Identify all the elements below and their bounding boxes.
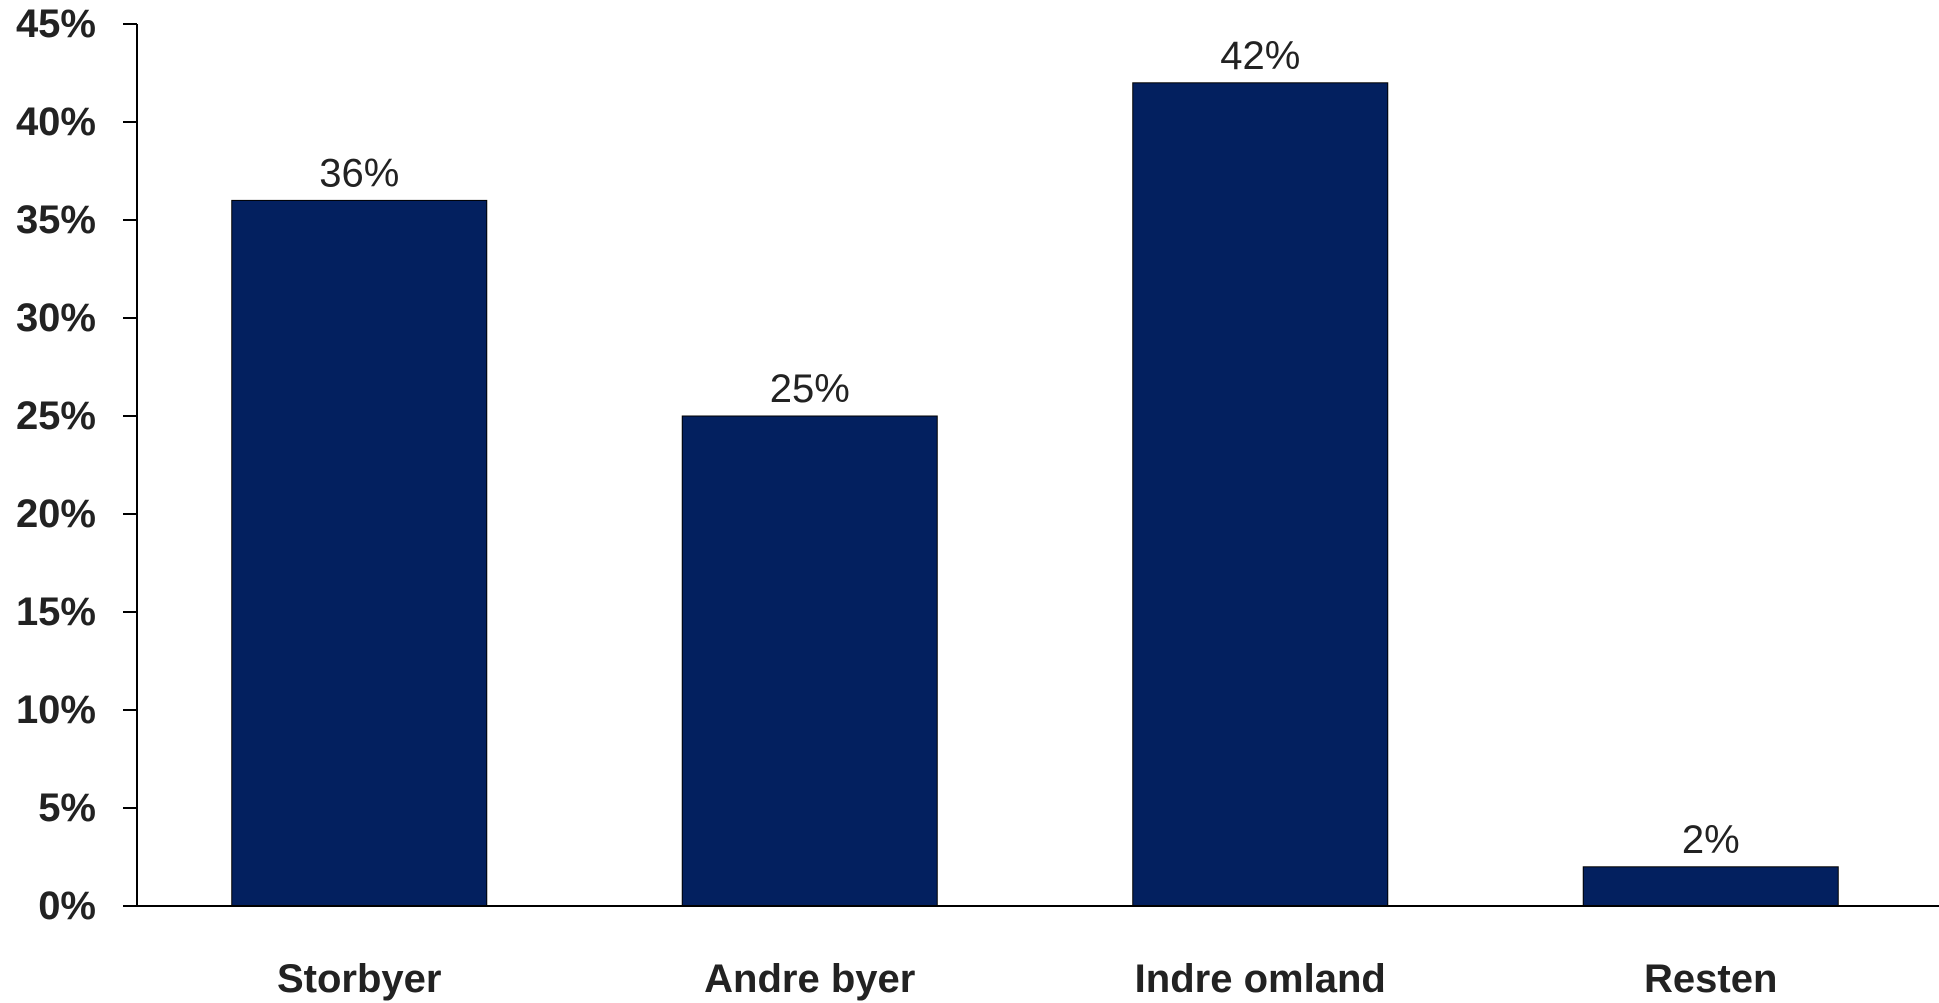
x-category-label: Storbyer — [277, 957, 442, 1001]
y-tick-label: 0% — [38, 884, 96, 928]
bar — [231, 199, 488, 907]
y-tick-label: 20% — [16, 492, 96, 536]
bar-value-label: 42% — [1220, 34, 1300, 78]
x-category-label: Andre byer — [704, 957, 915, 1001]
y-tick-label: 10% — [16, 688, 96, 732]
y-tick-label: 15% — [16, 590, 96, 634]
data-labels-group: 36% 25% 42% 2% — [319, 34, 1739, 862]
y-tick-label: 40% — [16, 100, 96, 144]
x-category-label: Resten — [1644, 957, 1777, 1001]
bars-group — [231, 82, 1839, 907]
bar — [681, 415, 938, 907]
bar-value-label: 25% — [770, 367, 850, 411]
y-tick-label: 25% — [16, 394, 96, 438]
x-axis-labels: Storbyer Andre byer Indre omland Resten — [277, 957, 1777, 1001]
x-category-label: Indre omland — [1135, 957, 1386, 1001]
bar — [1132, 82, 1389, 907]
y-axis-ticks: 0% 5% 10% 15% 20% 25% 30% 35% 40% 45% — [16, 2, 137, 928]
y-tick-label: 35% — [16, 198, 96, 242]
bar-value-label: 2% — [1682, 818, 1740, 862]
y-tick-label: 30% — [16, 296, 96, 340]
bar-value-label: 36% — [319, 151, 399, 195]
y-tick-label: 5% — [38, 786, 96, 830]
bar — [1582, 866, 1839, 907]
y-tick-label: 45% — [16, 2, 96, 46]
